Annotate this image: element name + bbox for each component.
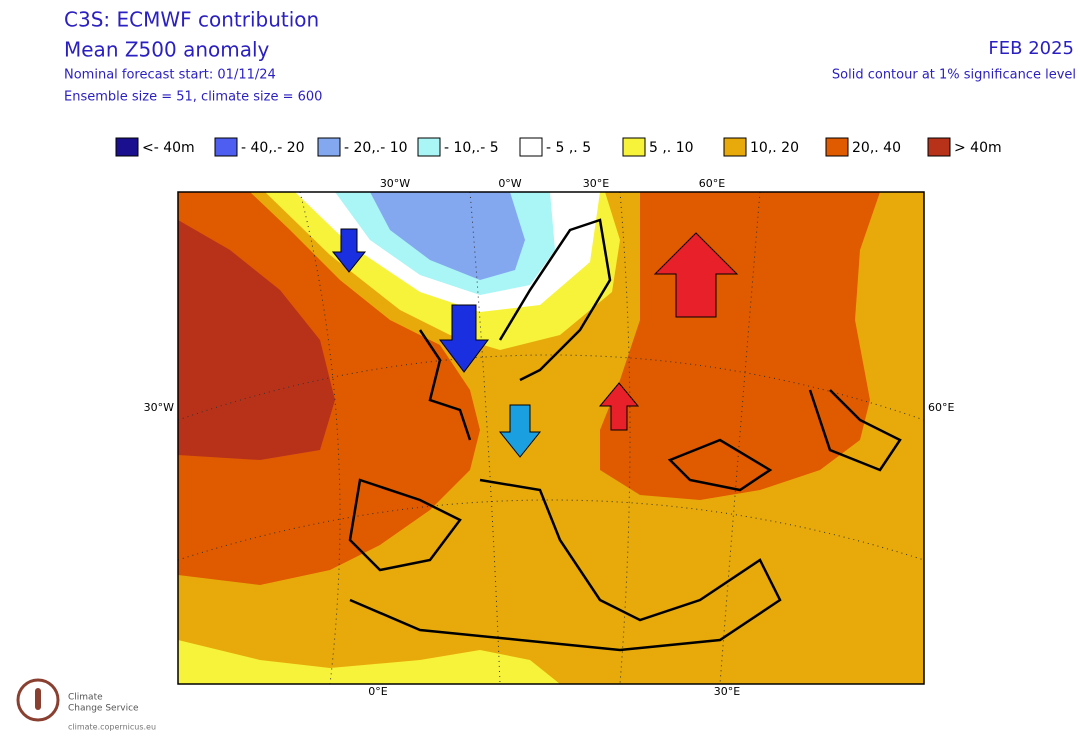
legend-label: > 40m bbox=[954, 140, 1002, 156]
legend-label: - 20,.- 10 bbox=[344, 140, 408, 156]
lon-label: 30°E bbox=[583, 177, 609, 190]
lon-label: 0°E bbox=[368, 685, 387, 698]
forecast-start: Nominal forecast start: 01/11/24 bbox=[64, 68, 276, 83]
legend-swatch bbox=[825, 137, 849, 157]
legend: <- 40m - 40,.- 20 - 20,.- 10 - 10,.- 5 - 5 ,… bbox=[115, 137, 1002, 157]
logo-text: Climate bbox=[68, 693, 103, 703]
legend-label: 5 ,. 10 bbox=[649, 140, 694, 156]
legend-label: 10,. 20 bbox=[750, 140, 799, 156]
logo-url: climate.copernicus.eu bbox=[68, 723, 156, 732]
logo-icon bbox=[35, 688, 41, 710]
logo: Climate Change Service climate.copernicu… bbox=[16, 678, 156, 732]
legend-label: 20,. 40 bbox=[852, 140, 901, 156]
lon-label: 60°E bbox=[699, 177, 725, 190]
lat-label: 60°E bbox=[928, 401, 954, 414]
subtitle: Mean Z500 anomaly bbox=[64, 38, 270, 62]
title: C3S: ECMWF contribution bbox=[64, 8, 319, 32]
lon-label: 30°E bbox=[714, 685, 740, 698]
logo-icon bbox=[16, 678, 60, 722]
note: Solid contour at 1% significance level bbox=[832, 68, 1076, 83]
map-frame bbox=[177, 191, 925, 685]
lon-label: 0°W bbox=[498, 177, 521, 190]
ensemble-size: Ensemble size = 51, climate size = 600 bbox=[64, 90, 322, 105]
legend-label: - 5 ,. 5 bbox=[546, 140, 591, 156]
legend-swatch bbox=[723, 137, 747, 157]
lat-label: 30°W bbox=[144, 401, 174, 414]
legend-swatch bbox=[927, 137, 951, 157]
legend-swatch bbox=[115, 137, 139, 157]
logo-text: Change Service bbox=[68, 704, 139, 714]
lon-label: 30°W bbox=[380, 177, 410, 190]
map bbox=[178, 192, 924, 684]
legend-label: - 40,.- 20 bbox=[241, 140, 305, 156]
legend-swatch bbox=[519, 137, 543, 157]
legend-swatch bbox=[622, 137, 646, 157]
period: FEB 2025 bbox=[988, 38, 1074, 59]
legend-swatch bbox=[214, 137, 238, 157]
legend-swatch bbox=[417, 137, 441, 157]
legend-label: - 10,.- 5 bbox=[444, 140, 499, 156]
legend-swatch bbox=[317, 137, 341, 157]
legend-label: <- 40m bbox=[142, 140, 195, 156]
